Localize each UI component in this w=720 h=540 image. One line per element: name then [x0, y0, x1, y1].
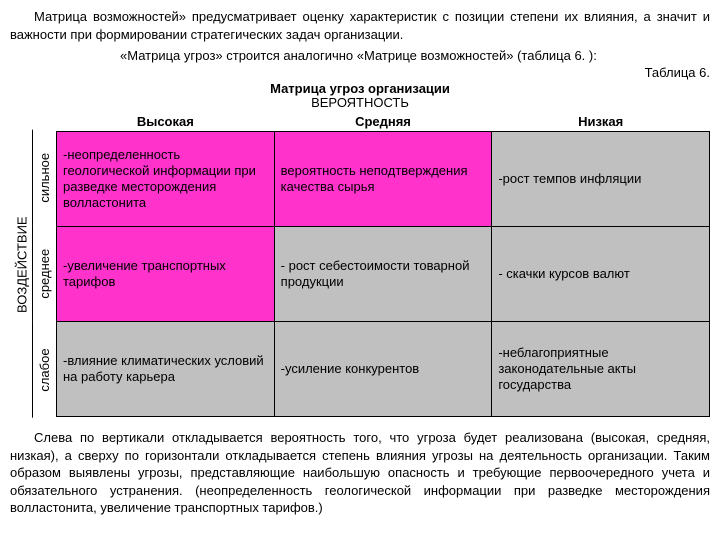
- matrix-title: Матрица угроз организации: [270, 81, 450, 96]
- intro-paragraph-2: «Матрица угроз» строится аналогично «Мат…: [10, 47, 710, 65]
- row-label-medium: среднее: [32, 226, 56, 322]
- intro-paragraph-1: Матрица возможностей» предусматривает оц…: [10, 8, 710, 43]
- probability-label: ВЕРОЯТНОСТЬ: [311, 95, 409, 110]
- matrix-wrapper: ВОЗДЕЙСТВИЕ сильное среднее слабое Высок…: [10, 112, 710, 417]
- table-row: -влияние климатических условий на работу…: [57, 322, 710, 417]
- impact-axis-label: ВОЗДЕЙСТВИЕ: [10, 112, 32, 417]
- table-row: -увеличение транспортных тарифов - рост …: [57, 227, 710, 322]
- table-label: Таблица 6.: [10, 65, 710, 80]
- col-header-low: Низкая: [492, 112, 710, 132]
- col-header-medium: Средняя: [274, 112, 492, 132]
- cell-medium-weak: -усиление конкурентов: [274, 322, 492, 417]
- cell-high-weak: -влияние климатических условий на работу…: [57, 322, 275, 417]
- table-row: -неопределенность геологической информац…: [57, 132, 710, 227]
- cell-high-strong: -неопределенность геологической информац…: [57, 132, 275, 227]
- row-label-weak: слабое: [32, 322, 56, 418]
- row-labels: сильное среднее слабое: [32, 112, 56, 417]
- col-header-high: Высокая: [57, 112, 275, 132]
- cell-low-medium: - скачки курсов валют: [492, 227, 710, 322]
- row-label-strong: сильное: [32, 130, 56, 226]
- cell-low-weak: -неблагоприятные законодательные акты го…: [492, 322, 710, 417]
- cell-low-strong: -рост темпов инфляции: [492, 132, 710, 227]
- cell-high-medium: -увеличение транспортных тарифов: [57, 227, 275, 322]
- cell-medium-medium: - рост себестоимости товарной продукции: [274, 227, 492, 322]
- below-text: Слева по вертикали откладывается вероятн…: [10, 429, 710, 517]
- cell-medium-strong: вероятность неподтверждения качества сыр…: [274, 132, 492, 227]
- threat-matrix-table: Высокая Средняя Низкая -неопределенность…: [56, 112, 710, 417]
